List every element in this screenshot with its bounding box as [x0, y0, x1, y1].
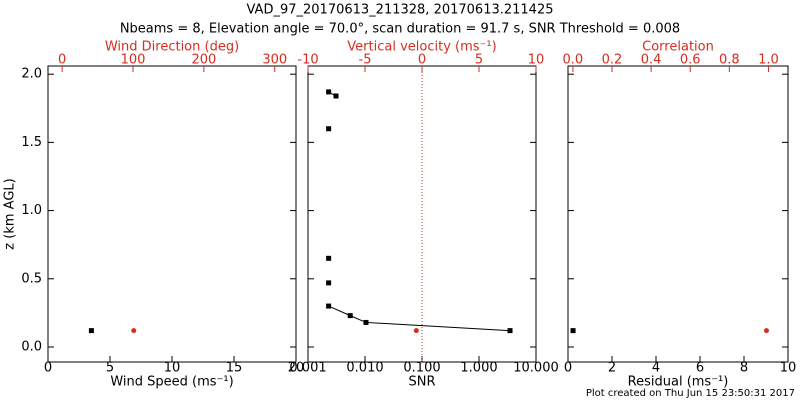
x-tick-label: 1.000 — [460, 361, 497, 376]
x2-tick-label: 100 — [121, 53, 146, 68]
x2-axis-label: Vertical velocity (ms⁻¹) — [347, 40, 496, 55]
y-tick-label: 2.0 — [21, 67, 42, 82]
x2-tick-label: 0.0 — [563, 53, 584, 68]
x2-tick-label: -10 — [297, 53, 318, 68]
y-tick-label: 1.0 — [21, 203, 42, 218]
x-tick-label: 10 — [164, 361, 181, 376]
y-tick-label: 0.0 — [21, 339, 42, 354]
data-point — [413, 328, 419, 334]
x-tick-label: 0.001 — [289, 361, 326, 376]
x2-axis-label: Correlation — [642, 40, 714, 55]
x-tick-label: 6 — [696, 361, 704, 376]
x-axis-label: SNR — [408, 375, 435, 390]
footer: Plot created on Thu Jun 15 23:50:31 2017 — [586, 388, 795, 399]
plot-frame — [47, 65, 297, 363]
data-point — [326, 303, 332, 309]
data-point — [326, 89, 332, 95]
x-tick-label: 10.000 — [513, 361, 559, 376]
x-tick-label: 4 — [652, 361, 660, 376]
x2-tick-label: 0.4 — [641, 53, 662, 68]
x2-tick-label: 0 — [418, 53, 426, 68]
x2-tick-label: 5 — [475, 53, 483, 68]
x2-axis-label: Wind Direction (deg) — [105, 40, 239, 55]
data-point — [570, 328, 576, 334]
x2-tick-label: 0.2 — [602, 53, 623, 68]
x-tick-label: 15 — [226, 361, 243, 376]
x-tick-label: 10 — [780, 361, 797, 376]
y-axis-label: z (km AGL) — [3, 178, 18, 249]
x-tick-label: 8 — [740, 361, 748, 376]
x2-tick-label: 1.0 — [758, 53, 779, 68]
x-tick-label: 0.010 — [346, 361, 383, 376]
data-point — [333, 93, 339, 99]
y-tick-label: 0.5 — [21, 271, 42, 286]
y-tick-label: 1.5 — [21, 135, 42, 150]
x2-tick-label: 0.8 — [719, 53, 740, 68]
x-axis-label: Wind Speed (ms⁻¹) — [110, 375, 233, 390]
x-axis-label: Residual (ms⁻¹) — [628, 375, 729, 390]
x-tick-label: 5 — [106, 361, 114, 376]
subtitle: Nbeams = 8, Elevation angle = 70.0°, sca… — [120, 22, 680, 37]
data-point — [88, 328, 94, 334]
title: VAD_97_20170613_211328, 20170613.211425 — [247, 3, 554, 18]
x-tick-label: 20 — [288, 361, 305, 376]
x-tick-label: 0 — [44, 361, 52, 376]
data-point — [507, 328, 513, 334]
data-point — [326, 280, 332, 286]
plot-frame — [567, 65, 789, 363]
data-point — [363, 319, 369, 325]
data-point — [131, 328, 137, 334]
x-tick-label: 2 — [608, 361, 616, 376]
data-point — [326, 126, 332, 132]
x2-tick-label: 300 — [262, 53, 287, 68]
x-tick-label: 0 — [564, 361, 572, 376]
x2-tick-label: 0.6 — [680, 53, 701, 68]
profile-line — [328, 91, 511, 332]
x2-tick-label: -5 — [359, 53, 372, 68]
data-point — [326, 255, 332, 261]
x2-tick-label: 0 — [58, 53, 66, 68]
x2-tick-label: 200 — [191, 53, 216, 68]
data-point — [347, 313, 353, 319]
x2-tick-label: 10 — [528, 53, 545, 68]
data-point — [763, 328, 769, 334]
x-tick-label: 0.100 — [403, 361, 440, 376]
